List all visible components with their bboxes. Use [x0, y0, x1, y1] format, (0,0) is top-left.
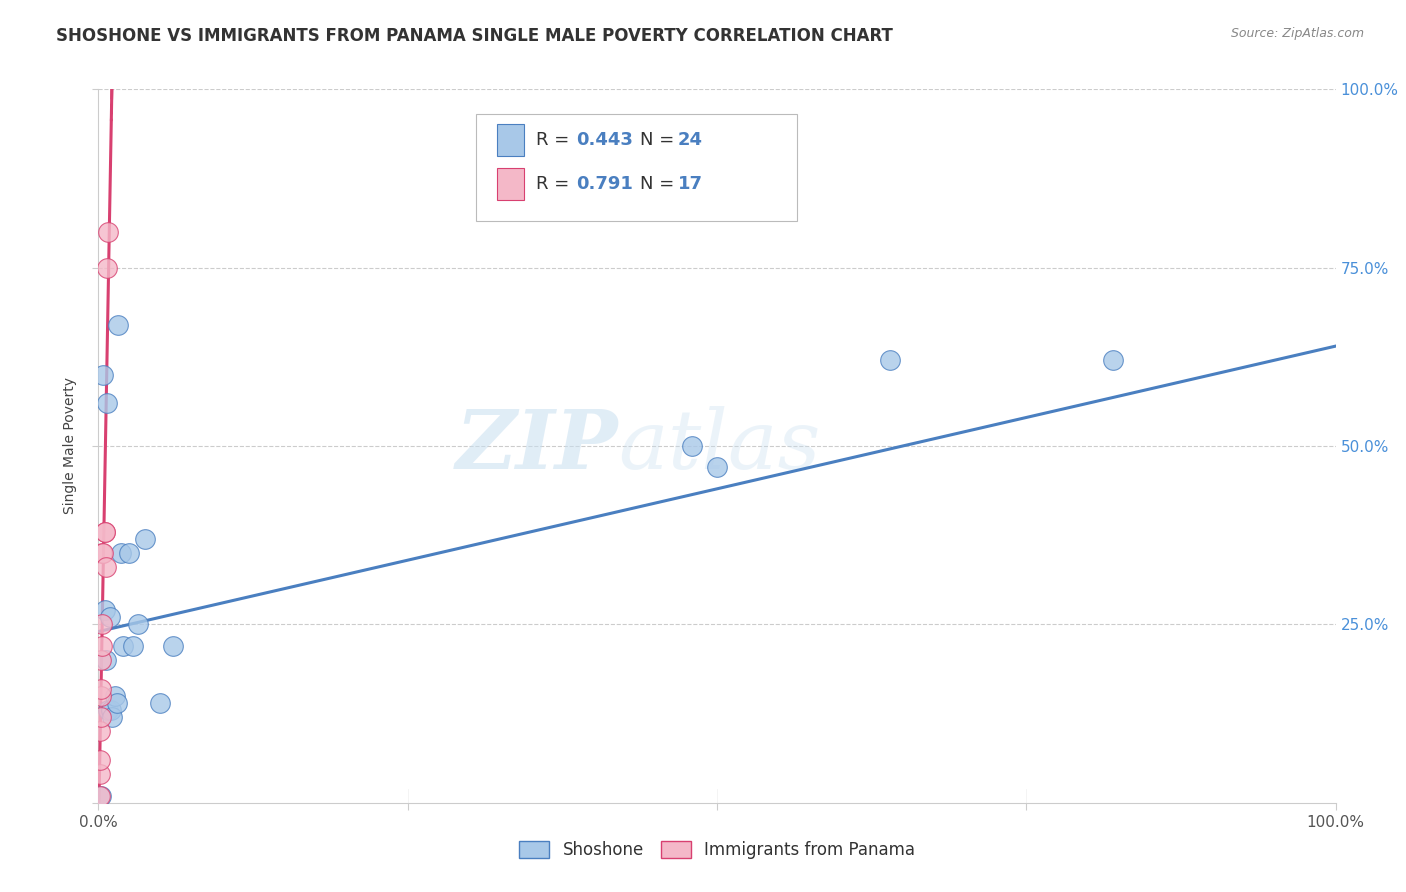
- Point: [93, 524, 115, 539]
- Point: [90, 710, 112, 724]
- Text: 0.791: 0.791: [576, 175, 633, 193]
- Point: [90, 789, 112, 803]
- Point: [101, 710, 124, 724]
- Point: [107, 318, 129, 332]
- Point: [93, 546, 115, 560]
- Point: [93, 603, 115, 617]
- Text: ZIP: ZIP: [456, 406, 619, 486]
- Point: [127, 617, 149, 632]
- Point: [706, 460, 728, 475]
- Point: [97, 225, 120, 239]
- Text: R =: R =: [537, 131, 575, 149]
- Point: [91, 639, 114, 653]
- Point: [89, 753, 111, 767]
- Text: N =: N =: [640, 175, 681, 193]
- Point: [89, 724, 111, 739]
- Point: [118, 546, 141, 560]
- Point: [110, 546, 132, 560]
- Point: [96, 396, 118, 410]
- Point: [91, 546, 114, 560]
- Text: SHOSHONE VS IMMIGRANTS FROM PANAMA SINGLE MALE POVERTY CORRELATION CHART: SHOSHONE VS IMMIGRANTS FROM PANAMA SINGL…: [56, 27, 893, 45]
- Point: [94, 653, 117, 667]
- Point: [112, 639, 135, 653]
- Point: [879, 353, 901, 368]
- Point: [103, 689, 125, 703]
- FancyBboxPatch shape: [475, 114, 797, 221]
- Text: 24: 24: [678, 131, 703, 149]
- Point: [105, 696, 128, 710]
- FancyBboxPatch shape: [496, 169, 524, 200]
- Text: Source: ZipAtlas.com: Source: ZipAtlas.com: [1230, 27, 1364, 40]
- Point: [162, 639, 184, 653]
- FancyBboxPatch shape: [496, 124, 524, 156]
- Point: [90, 653, 112, 667]
- Point: [93, 368, 115, 382]
- Point: [1102, 353, 1125, 368]
- Text: atlas: atlas: [619, 406, 821, 486]
- Point: [89, 767, 111, 781]
- Point: [94, 560, 117, 574]
- Point: [93, 524, 115, 539]
- Point: [90, 689, 112, 703]
- Text: R =: R =: [537, 175, 575, 193]
- Point: [97, 703, 120, 717]
- Point: [100, 703, 122, 717]
- Point: [149, 696, 172, 710]
- Text: 17: 17: [678, 175, 703, 193]
- Point: [98, 610, 121, 624]
- Legend: Shoshone, Immigrants from Panama: Shoshone, Immigrants from Panama: [513, 834, 921, 866]
- Text: N =: N =: [640, 131, 681, 149]
- Point: [134, 532, 156, 546]
- Point: [90, 681, 112, 696]
- Point: [681, 439, 703, 453]
- Y-axis label: Single Male Poverty: Single Male Poverty: [63, 377, 77, 515]
- Text: 0.443: 0.443: [576, 131, 633, 149]
- Point: [89, 789, 111, 803]
- Point: [96, 260, 118, 275]
- Point: [91, 617, 114, 632]
- Point: [122, 639, 145, 653]
